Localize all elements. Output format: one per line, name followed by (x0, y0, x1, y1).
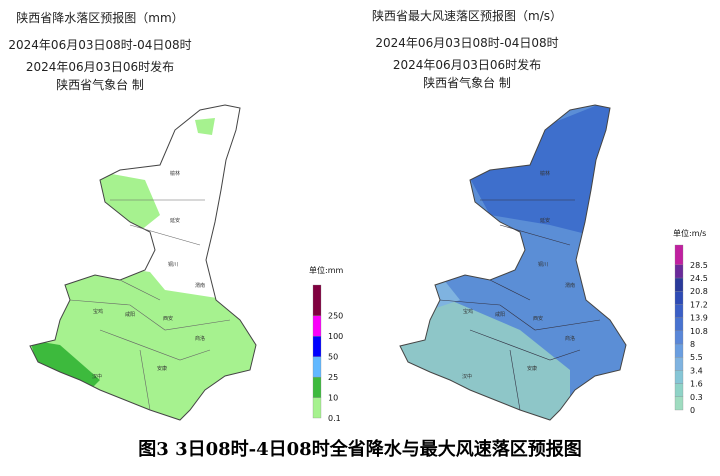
legend-swatch (312, 336, 322, 357)
map-issued: 2024年06月03日06时发布 (26, 59, 174, 74)
legend-title: 单位:m/s (673, 228, 706, 238)
legend-label: 1.6 (690, 380, 703, 389)
legend-swatch (674, 264, 684, 279)
legend-label: 0.3 (690, 393, 703, 402)
city-label: 西安 (163, 315, 173, 322)
legend-swatch (674, 244, 684, 265)
legend-swatch (674, 304, 684, 318)
legend-swatch (312, 376, 322, 398)
city-label: 安康 (157, 365, 167, 372)
legend-label: 13.9 (690, 314, 708, 323)
legend-label: 25 (328, 373, 338, 382)
city-label: 安康 (527, 365, 537, 372)
legend-label: 17.2 (690, 300, 708, 309)
caption: 图3 3日08时-4日08时全省降水与最大风速落区预报图 (138, 438, 581, 460)
legend-swatch (674, 383, 684, 397)
legend-swatch (674, 357, 684, 371)
map-issued: 2024年06月03日06时发布 (393, 57, 541, 72)
legend-label: 8 (690, 340, 695, 349)
city-label: 商洛 (565, 335, 575, 342)
legend-label: 24.5 (690, 274, 708, 283)
legend-label: 50 (328, 353, 338, 362)
city-label: 榆林 (170, 170, 180, 177)
city-label: 榆林 (540, 170, 550, 177)
legend-swatch (674, 291, 684, 305)
legend-label: 250 (328, 312, 343, 321)
legend-swatch (312, 356, 322, 378)
legend-swatch (312, 397, 322, 419)
city-label: 铜川 (538, 261, 548, 268)
map-title: 陕西省最大风速落区预报图（m/s） (372, 8, 562, 23)
legend-label: 0.1 (328, 414, 341, 423)
city-label: 铜川 (168, 261, 178, 268)
city-label: 汉中 (462, 373, 472, 380)
city-label: 咸阳 (495, 311, 505, 318)
map-agency: 陕西省气象台 制 (423, 75, 511, 90)
city-label: 宝鸡 (463, 308, 473, 315)
legend-swatch (674, 343, 684, 358)
legend-swatch (674, 370, 684, 384)
legend-swatch (674, 396, 684, 411)
city-label: 渭南 (565, 282, 575, 289)
legend-swatch (312, 315, 322, 337)
city-label: 汉中 (92, 373, 102, 380)
city-label: 宝鸡 (93, 308, 103, 315)
legend-title: 单位:mm (309, 265, 343, 275)
legend-swatch (674, 330, 684, 345)
city-label: 商洛 (195, 335, 205, 342)
legend-label: 20.8 (690, 287, 708, 296)
map-period: 2024年06月03日08时-04日08时 (375, 36, 558, 50)
legend-label: 0 (690, 406, 695, 415)
city-label: 延安 (540, 217, 550, 224)
legend-label: 100 (328, 332, 343, 341)
legend-label: 10 (328, 394, 338, 403)
legend-label: 28.5 (690, 261, 708, 270)
legend-swatch (674, 277, 684, 292)
legend-label: 3.4 (690, 366, 703, 375)
city-label: 咸阳 (125, 311, 135, 318)
map-title: 陕西省降水落区预报图（mm） (16, 10, 183, 25)
legend-swatch (312, 284, 322, 316)
legend-swatch (674, 317, 684, 331)
city-label: 西安 (533, 315, 543, 322)
city-label: 延安 (170, 217, 180, 224)
map-period: 2024年06月03日08时-04日08时 (8, 38, 191, 52)
legend-label: 10.8 (690, 327, 708, 336)
city-label: 渭南 (195, 282, 205, 289)
map-agency: 陕西省气象台 制 (56, 77, 144, 92)
legend-label: 5.5 (690, 353, 703, 362)
